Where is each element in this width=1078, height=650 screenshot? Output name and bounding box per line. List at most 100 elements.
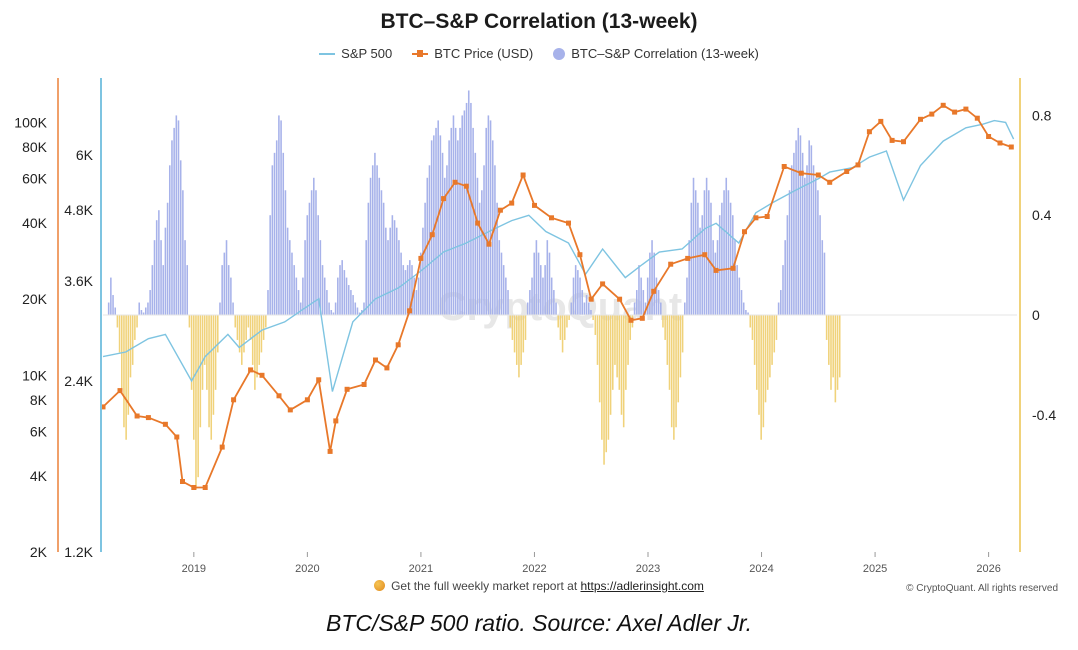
correlation-bar xyxy=(727,190,730,315)
btc-marker xyxy=(202,485,208,490)
correlation-bar xyxy=(352,295,354,315)
copyright-notice: © CryptoQuant. All rights reserved xyxy=(906,583,1058,594)
correlation-bar xyxy=(197,315,199,478)
correlation-bar xyxy=(797,127,800,315)
correlation-bar xyxy=(378,177,381,315)
btc-marker xyxy=(549,215,554,221)
btc-marker xyxy=(600,281,606,287)
btc-marker xyxy=(344,386,350,392)
correlation-bar xyxy=(308,202,311,315)
correlation-bar xyxy=(184,240,186,315)
correlation-bar xyxy=(769,315,771,378)
correlation-bar xyxy=(467,90,470,315)
sp500-axis-tick-label: 6K xyxy=(76,147,94,163)
x-axis-tick-label: 2024 xyxy=(749,563,773,575)
correlation-bar xyxy=(125,315,127,440)
correlation-bar xyxy=(457,140,459,315)
correlation-bar xyxy=(147,302,149,315)
correlation-bar xyxy=(609,315,612,415)
correlation-bar xyxy=(173,127,175,315)
footer-link[interactable]: https://adlerinsight.com xyxy=(580,579,704,593)
correlation-bar xyxy=(557,315,559,328)
correlation-bar xyxy=(400,252,402,315)
correlation-bar xyxy=(275,140,278,315)
btc-marker xyxy=(191,485,197,490)
correlation-bar xyxy=(365,240,367,315)
correlation-bar xyxy=(450,127,453,315)
correlation-bar xyxy=(494,165,496,315)
correlation-bar xyxy=(568,315,570,320)
correlation-bar xyxy=(406,265,409,315)
btc-marker xyxy=(463,183,469,189)
legend-item-sp500[interactable]: S&P 500 xyxy=(319,46,392,61)
correlation-bar xyxy=(297,290,300,315)
correlation-bar xyxy=(498,240,501,315)
correlation-bar xyxy=(548,252,551,315)
correlation-bar xyxy=(697,202,699,315)
legend-label-btc: BTC Price (USD) xyxy=(434,46,534,61)
btc-marker xyxy=(702,252,708,258)
correlation-bar xyxy=(393,220,396,315)
correlation-bars xyxy=(107,90,841,490)
correlation-bar xyxy=(677,315,680,403)
correlation-bar xyxy=(764,315,767,403)
btc-marker xyxy=(333,418,339,424)
correlation-bar xyxy=(177,120,180,315)
correlation-bar xyxy=(219,302,221,315)
btc-marker xyxy=(373,357,378,363)
correlation-bar xyxy=(289,240,291,315)
correlation-bar xyxy=(221,265,223,315)
correlation-bar xyxy=(380,190,383,315)
correlation-bar xyxy=(341,260,343,315)
legend-swatch-btc xyxy=(412,49,429,57)
figure-caption: BTC/S&P 500 ratio. Source: Axel Adler Jr… xyxy=(325,610,753,636)
correlation-bar xyxy=(330,310,333,315)
correlation-bar xyxy=(505,277,507,315)
correlation-bar xyxy=(773,315,776,353)
correlation-bar xyxy=(587,302,590,315)
correlation-bar xyxy=(385,227,387,315)
btc-marker xyxy=(384,365,390,371)
btc-marker xyxy=(566,220,571,226)
correlation-bar xyxy=(411,265,413,315)
btc-axis-tick-label: 80K xyxy=(22,139,48,155)
correlation-bar xyxy=(114,307,117,315)
correlation-bar xyxy=(201,315,204,390)
correlation-bar xyxy=(629,315,632,340)
correlation-bar xyxy=(801,152,804,315)
correlation-bar xyxy=(358,312,361,315)
correlation-bar xyxy=(199,315,202,428)
correlation-bar xyxy=(607,315,610,440)
correlation-bar xyxy=(232,302,234,315)
correlation-bar xyxy=(738,277,741,315)
correlation-bar xyxy=(766,315,769,390)
correlation-bar xyxy=(376,165,378,315)
correlation-bar xyxy=(509,315,511,328)
correlation-bar xyxy=(195,315,197,490)
btc-marker xyxy=(753,215,759,221)
correlation-bar xyxy=(694,190,697,315)
correlation-bar xyxy=(777,302,780,315)
btc-marker xyxy=(986,134,992,139)
legend-item-btc[interactable]: BTC Price (USD) xyxy=(412,46,533,61)
legend-item-correlation[interactable]: BTC–S&P Correlation (13-week) xyxy=(553,46,759,61)
correlation-bar xyxy=(596,315,599,365)
correlation-bar xyxy=(258,315,261,365)
btc-marker xyxy=(316,377,322,383)
btc-marker xyxy=(509,200,515,206)
btc-axis-tick-label: 6K xyxy=(30,423,48,439)
correlation-bar xyxy=(474,152,477,315)
correlation-bar xyxy=(116,315,119,328)
correlation-bar xyxy=(622,315,625,428)
correlation-bar xyxy=(317,215,319,315)
correlation-bar xyxy=(265,315,267,328)
correlation-bar xyxy=(249,315,252,340)
correlation-bar xyxy=(577,270,579,315)
correlation-bar xyxy=(260,315,263,353)
btc-marker xyxy=(997,140,1003,146)
correlation-bar xyxy=(751,315,754,340)
sp500-axis-tick-label: 2.4K xyxy=(64,373,93,389)
correlation-bar xyxy=(217,315,219,353)
correlation-bar xyxy=(760,315,762,440)
correlation-bar xyxy=(605,315,608,453)
